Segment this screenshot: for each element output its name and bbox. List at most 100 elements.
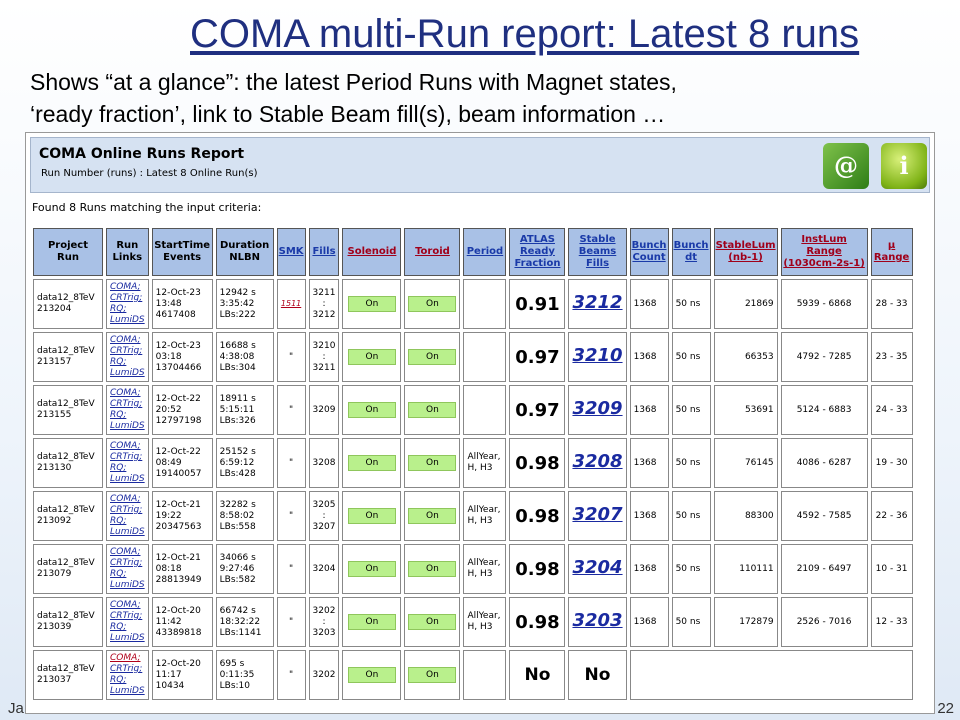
ready-fraction-cell: 0.97 [509, 385, 566, 435]
column-header[interactable]: SMK [276, 228, 306, 276]
run-link[interactable]: COMA; [110, 335, 141, 345]
run-link[interactable]: LumiDS [110, 315, 145, 325]
run-link[interactable]: RQ; [110, 357, 127, 367]
start-time-text: 4617408 [155, 309, 196, 320]
column-header-line: Fraction [514, 258, 561, 269]
duration-cell: 18911 s 5:15:11 LBs:326 [215, 385, 274, 435]
inst-lum-range-cell: 5124 - 6883 [780, 385, 868, 435]
run-link[interactable]: RQ; [110, 304, 127, 314]
project-run-text: data12_8TeV [37, 664, 95, 674]
inst-lum-range-cell: 4592 - 7585 [780, 491, 868, 541]
stable-beams-fill-link[interactable]: 3207 [572, 503, 623, 525]
run-link[interactable]: CRTrig; [110, 399, 143, 409]
column-header[interactable]: ATLAS Ready Fraction [509, 228, 566, 276]
run-link[interactable]: LumiDS [110, 580, 145, 590]
column-header[interactable]: Solenoid [342, 228, 402, 276]
start-time-cell: 12-Oct-21 08:18 28813949 [151, 544, 213, 594]
stable-lum-cell: 76145 [713, 438, 778, 488]
info-icon[interactable]: i [881, 143, 927, 189]
column-header[interactable]: Bunch Count [629, 228, 669, 276]
bunch-dt-cell: 50 ns [671, 491, 711, 541]
run-link[interactable]: RQ; [110, 569, 127, 579]
column-header-line: Period [466, 246, 504, 257]
period-text: H, H3 [467, 622, 493, 632]
bunch-dt-cell: 50 ns [671, 597, 711, 647]
period-text: AllYear, [467, 611, 501, 621]
bunch-dt-cell: 50 ns [671, 544, 711, 594]
fill-number: : [322, 298, 326, 309]
run-link[interactable]: COMA; [110, 441, 141, 451]
run-link[interactable]: RQ; [110, 410, 127, 420]
run-link[interactable]: CRTrig; [110, 505, 143, 515]
project-run-text: data12_8TeV [37, 611, 95, 621]
stable-beams-fill-link[interactable]: 3208 [572, 450, 623, 472]
stable-beams-fill-link[interactable]: 3209 [572, 397, 623, 419]
duration-text: 9:27:46 [219, 563, 255, 574]
run-link[interactable]: COMA; [110, 388, 141, 398]
mu-range-cell: 22 - 36 [870, 491, 913, 541]
period-cell: AllYear, H, H3 [463, 597, 507, 647]
toroid-cell: On [404, 438, 461, 488]
run-link[interactable]: LumiDS [110, 421, 145, 431]
column-header-line: Events [163, 252, 202, 263]
column-header[interactable]: Stable Beams Fills [568, 228, 627, 276]
column-header[interactable]: Bunch dt [671, 228, 711, 276]
run-link[interactable]: RQ; [110, 622, 127, 632]
duration-cell: 66742 s 18:32:22 LBs:1141 [215, 597, 274, 647]
project-run-text: data12_8TeV [37, 346, 95, 356]
run-link[interactable]: CRTrig; [110, 452, 143, 462]
stable-beams-fill-cell: 3207 [568, 491, 627, 541]
solenoid-cell: On [342, 279, 402, 329]
stable-beams-fill-link[interactable]: 3203 [572, 609, 623, 631]
column-header[interactable]: Toroid [404, 228, 461, 276]
run-link[interactable]: LumiDS [110, 474, 145, 484]
run-link[interactable]: COMA; [110, 600, 141, 610]
start-time-text: 13:48 [155, 298, 182, 309]
table-row: data12_8TeV 213155 COMA; CRTrig; RQ; LumiDS 12… [33, 385, 913, 435]
email-book-icon[interactable]: @ [823, 143, 869, 189]
run-link[interactable]: CRTrig; [110, 611, 143, 621]
run-link[interactable]: CRTrig; [110, 558, 143, 568]
run-link[interactable]: COMA; [110, 282, 141, 292]
stable-beams-fill-link[interactable]: 3212 [572, 291, 623, 313]
run-link[interactable]: COMA; [110, 547, 141, 557]
start-time-cell: 12-Oct-21 19:22 20347563 [151, 491, 213, 541]
project-run-cell: data12_8TeV 213130 [33, 438, 103, 488]
duration-text: 34066 s [219, 552, 256, 563]
run-link[interactable]: CRTrig; [110, 664, 143, 674]
at-sign-glyph: @ [834, 151, 858, 180]
column-header-line: StableLum [715, 240, 776, 251]
column-header[interactable]: Period [463, 228, 507, 276]
smk-link[interactable]: 1511 [280, 299, 302, 308]
period-text: AllYear, [467, 558, 501, 568]
column-header-line: (1030cm-2s-1) [783, 258, 865, 269]
smk-cell: " [276, 650, 306, 700]
stable-beams-fill-link[interactable]: 3210 [572, 344, 623, 366]
column-header[interactable]: Fills [308, 228, 340, 276]
run-link[interactable]: COMA; [110, 494, 141, 504]
project-run-text: 213039 [37, 622, 72, 632]
run-link[interactable]: RQ; [110, 463, 127, 473]
run-link[interactable]: COMA; [110, 653, 141, 663]
run-link[interactable]: LumiDS [110, 527, 145, 537]
column-header[interactable]: InstLum Range (1030cm-2s-1) [780, 228, 868, 276]
toroid-state-badge: On [408, 455, 457, 471]
column-header[interactable]: μ Range [870, 228, 913, 276]
report-page: COMA Online Runs Report Run Number (runs… [25, 132, 935, 714]
mu-range-cell: 28 - 33 [870, 279, 913, 329]
stable-lum-cell: 172879 [713, 597, 778, 647]
report-title: COMA Online Runs Report [39, 146, 245, 162]
stable-beams-fill-link[interactable]: 3204 [572, 556, 623, 578]
run-link[interactable]: RQ; [110, 675, 127, 685]
run-link[interactable]: LumiDS [110, 368, 145, 378]
bunch-dt-cell: 50 ns [671, 385, 711, 435]
run-link[interactable]: RQ; [110, 516, 127, 526]
info-glyph: i [899, 151, 909, 180]
fill-number: : [322, 510, 326, 521]
toroid-state-badge: On [408, 402, 457, 418]
column-header[interactable]: StableLum (nb-1) [713, 228, 778, 276]
run-link[interactable]: CRTrig; [110, 346, 143, 356]
run-link[interactable]: LumiDS [110, 686, 145, 696]
run-link[interactable]: LumiDS [110, 633, 145, 643]
run-link[interactable]: CRTrig; [110, 293, 143, 303]
